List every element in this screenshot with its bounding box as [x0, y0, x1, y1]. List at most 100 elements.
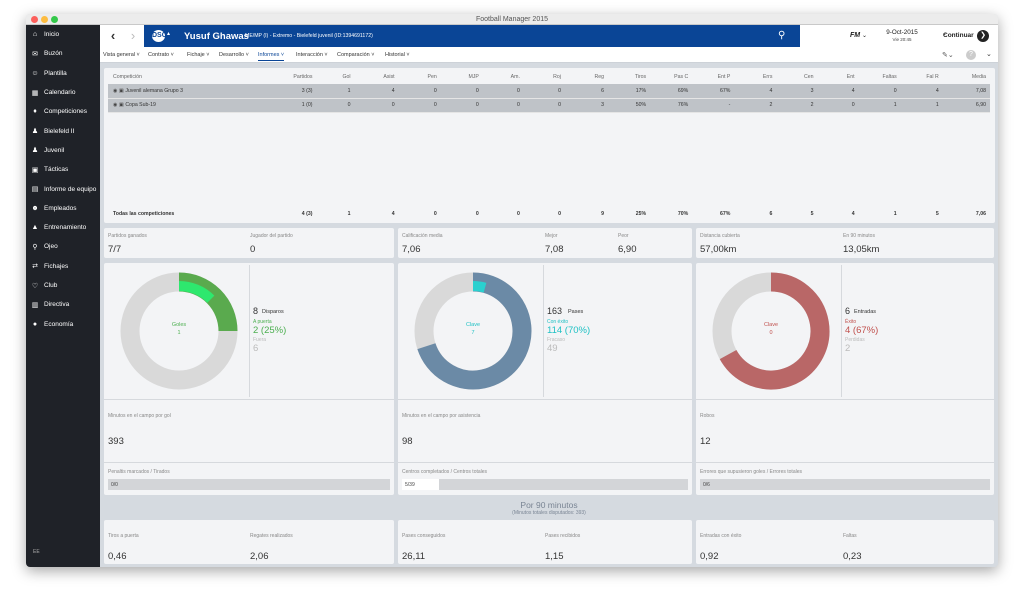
stat-card: Goles 1 8 Disparos A puerta 2 (25%) Fuera 6 Minu… [104, 263, 394, 495]
sidebar-item-scouting[interactable]: ⚲ Ojeo [26, 237, 100, 256]
sidebar-item-transfers[interactable]: ⇄ Fichajes [26, 257, 100, 276]
tab-desarrollo[interactable]: Desarrollo ˅ [219, 52, 249, 58]
sidebar-item-calendar[interactable]: ▦ Calendario [26, 83, 100, 102]
table-row[interactable]: ◉ ▣ Copa Sub-19 1 (0) 0 0 0 0 0 0 3 50% 76% -2 2 0 1 1 6… [108, 98, 990, 113]
column-header[interactable]: Errs [762, 74, 773, 80]
minimize-window-button[interactable] [41, 16, 48, 23]
title-bar: Football Manager 2015 [26, 14, 998, 25]
continue-button-label[interactable]: Continuar [943, 32, 974, 39]
column-header[interactable]: Pas C [674, 74, 689, 80]
tab-informes[interactable]: Informes ˅ [258, 52, 285, 61]
date-dropdown-icon[interactable]: ⌄ [942, 31, 948, 37]
divider [696, 462, 994, 463]
column-header[interactable]: Ent P [717, 74, 731, 80]
donut-center-label: Clave [465, 322, 481, 328]
chevron-down-icon: ˅ [322, 52, 328, 58]
scouting-icon: ⚲ [32, 243, 38, 251]
sidebar-item-finance[interactable]: ● Economía [26, 314, 100, 333]
fail-label: Fracaso [547, 337, 566, 343]
column-header[interactable]: Competición [113, 74, 142, 80]
tab-bar: Vista general ˅ Contrato ˅ Fichaje ˅ Desarr… [100, 47, 998, 63]
sidebar-item-staff[interactable]: ☻ Empleados [26, 199, 100, 218]
fm-dropdown-icon[interactable]: ⌄ [862, 33, 868, 39]
youth-icon: ♟ [31, 147, 39, 155]
table-cell: 3 [564, 98, 609, 113]
column-header[interactable]: Faltas [882, 74, 897, 80]
table-cell: 76% [650, 98, 693, 113]
table-cell: 1 [858, 98, 901, 113]
club-crest-icon[interactable]: DSC [152, 30, 167, 42]
total-cell: 25% [635, 211, 647, 217]
column-header[interactable]: Roj [553, 74, 561, 80]
game-date[interactable]: 9-Oct-2015 [886, 29, 918, 36]
sidebar-item-board[interactable]: ▥ Directiva [26, 295, 100, 314]
sidebar-item-label: Informe de equipo [44, 185, 97, 193]
search-icon[interactable]: ⚲ [778, 30, 786, 41]
column-header[interactable]: Ent [846, 74, 855, 80]
switch-player-icon[interactable]: ▴ [167, 31, 171, 37]
edit-view-icon[interactable]: ✎⌄ [942, 52, 954, 59]
table-cell: 0 [398, 98, 441, 113]
column-header[interactable]: Fal R [926, 74, 939, 80]
sidebar-item-tactics[interactable]: ▣ Tácticas [26, 160, 100, 179]
sidebar-item-training[interactable]: ▲ Entrenamiento [26, 218, 100, 237]
tab-interacción[interactable]: Interacción ˅ [296, 52, 328, 58]
column-header[interactable]: Pen [427, 74, 437, 80]
tab-contrato[interactable]: Contrato ˅ [148, 52, 174, 58]
back-button[interactable]: ‹ [110, 28, 116, 43]
distance-90-value: 13,05km [843, 244, 880, 255]
sidebar-item-youth[interactable]: ♟ Juvenil [26, 141, 100, 160]
tab-historial[interactable]: Historial ˅ [385, 52, 410, 58]
close-window-button[interactable] [31, 16, 38, 23]
chevron-down-icon: ˅ [135, 52, 140, 58]
team-icon: ♟ [31, 128, 39, 136]
progress-bar: 0/6 [700, 479, 990, 490]
sidebar: ⌂ Inicio ✉ Buzón ☺ Plantilla ▦ Calendario ♦ Compe… [26, 25, 100, 567]
best-value: 7,08 [545, 244, 564, 255]
success-label: Éxito [845, 319, 857, 325]
tab-fichaje[interactable]: Fichaje ˅ [187, 52, 209, 58]
zoom-window-button[interactable] [51, 16, 58, 23]
column-header[interactable]: Cen [803, 74, 814, 80]
worst-label: Peor [618, 233, 629, 239]
column-header[interactable]: MJP [468, 74, 479, 80]
column-header[interactable]: Tiros [634, 74, 647, 80]
tactics-icon: ▣ [31, 166, 39, 174]
column-header[interactable]: Reg [594, 74, 605, 80]
forward-button[interactable]: › [130, 28, 136, 43]
column-header[interactable]: Gol [342, 74, 351, 80]
sidebar-item-report[interactable]: ▤ Informe de equipo [26, 179, 100, 198]
divider [104, 462, 394, 463]
motm-label: Jugador del partido [250, 233, 293, 239]
fm-logo[interactable]: FM [850, 32, 861, 39]
sidebar-item-inbox[interactable]: ✉ Buzón [26, 44, 100, 63]
donut-key-arc [178, 281, 215, 303]
column-header[interactable]: Media [971, 74, 986, 80]
sidebar-item-team[interactable]: ♟ Bielefeld II [26, 121, 100, 140]
column-header[interactable]: Asist [383, 74, 395, 80]
sidebar-item-trophy[interactable]: ♦ Competiciones [26, 102, 100, 121]
tab-vista-general[interactable]: Vista general ˅ [103, 52, 140, 58]
tab-comparación[interactable]: Comparación ˅ [337, 52, 374, 58]
metric-value: 98 [402, 436, 413, 447]
total-label: Entradas [854, 309, 877, 315]
calendar-icon: ▦ [31, 89, 39, 97]
table-cell: 0 [523, 98, 565, 113]
finance-icon: ● [32, 320, 38, 328]
column-header[interactable]: Partidos [293, 74, 313, 80]
progress-bar-value: 0/0 [111, 482, 118, 488]
more-options-icon[interactable]: ⌄ [986, 51, 992, 58]
total-cell: 0 [558, 211, 561, 217]
column-header[interactable]: Am. [510, 74, 520, 80]
sidebar-item-squad[interactable]: ☺ Plantilla [26, 64, 100, 83]
table-cell: 4 [354, 84, 399, 99]
table-cell: 4 [900, 84, 943, 99]
sidebar-item-home[interactable]: ⌂ Inicio [26, 25, 100, 44]
help-icon[interactable]: ? [966, 50, 976, 60]
continue-arrow-icon[interactable]: ❯ [977, 30, 989, 42]
sidebar-item-club[interactable]: ♡ Club [26, 276, 100, 295]
tab-label: Informes [258, 52, 280, 58]
distance-label: Distancia cubierta [700, 233, 740, 239]
sidebar-item-label: Ojeo [44, 243, 58, 251]
